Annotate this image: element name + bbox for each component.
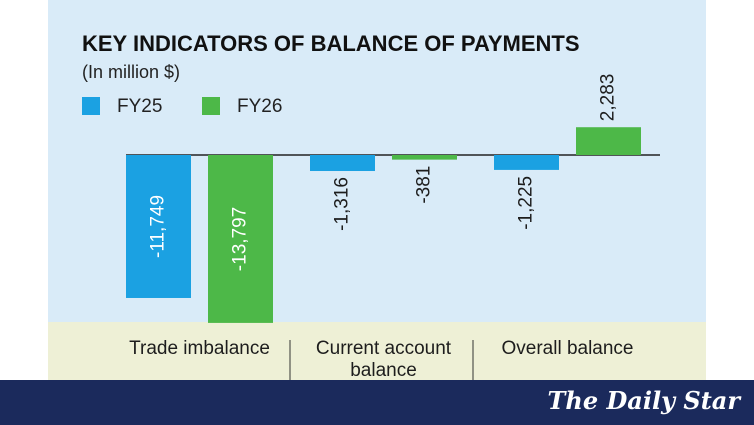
- bar: [126, 155, 191, 298]
- bar: [310, 155, 375, 172]
- value-label: -1,225: [516, 176, 537, 230]
- category-panel: [48, 322, 706, 382]
- logo: The Daily Star: [547, 386, 740, 415]
- value-label: -11,749: [148, 195, 169, 258]
- bar: [392, 155, 457, 160]
- bar: [208, 155, 273, 323]
- category-label: Trade imbalance: [129, 338, 270, 359]
- value-label: -381: [414, 166, 435, 204]
- category-label: Overall balance: [501, 338, 634, 359]
- bar: [576, 127, 641, 155]
- bar: [494, 155, 559, 170]
- chart-title: KEY INDICATORS OF BALANCE OF PAYMENTS: [82, 31, 580, 56]
- footer: The Daily Star: [0, 380, 754, 425]
- value-label: -1,316: [332, 177, 353, 231]
- legend-label: FY25: [117, 96, 162, 117]
- legend-swatch: [202, 97, 220, 115]
- value-label: 2,283: [598, 74, 619, 122]
- legend-swatch: [82, 97, 100, 115]
- value-label: -13,797: [230, 207, 251, 271]
- category-label: Current account balance: [315, 338, 452, 381]
- chart-subtitle: (In million $): [82, 62, 180, 82]
- legend-label: FY26: [237, 96, 282, 117]
